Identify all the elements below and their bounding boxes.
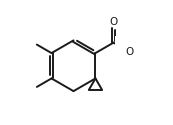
Text: O: O	[109, 17, 118, 27]
Text: O: O	[125, 47, 133, 57]
